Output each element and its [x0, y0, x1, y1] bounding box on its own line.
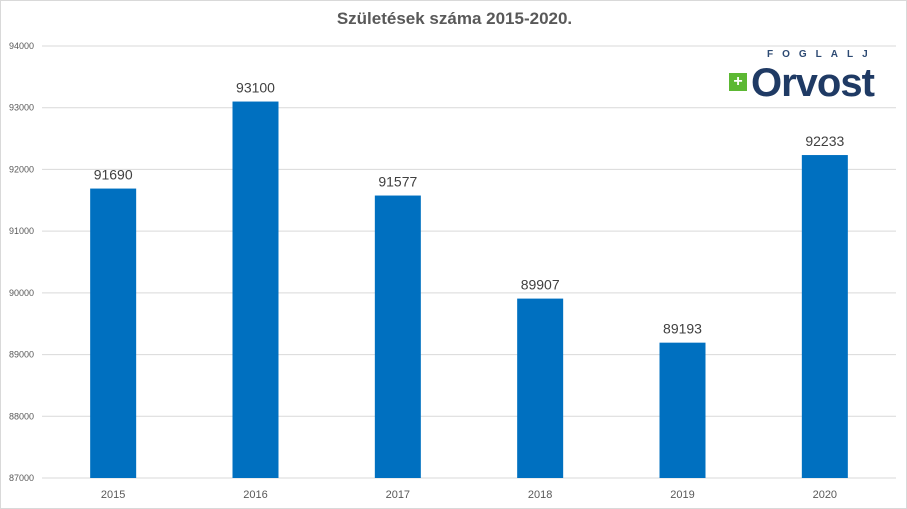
y-tick-label: 94000: [9, 41, 34, 51]
y-tick-label: 87000: [9, 473, 34, 483]
x-tick-label: 2020: [813, 489, 837, 501]
y-tick-label: 93000: [9, 103, 34, 113]
bar-2015: [90, 188, 137, 478]
data-label: 89907: [521, 277, 560, 293]
foglalj-orvost-logo: FOGLALJ Orvost +: [727, 49, 897, 107]
x-tick-label: 2017: [386, 489, 410, 501]
bar-2016: [232, 101, 279, 479]
y-tick-label: 92000: [9, 164, 34, 174]
y-tick-label: 89000: [9, 350, 34, 360]
data-label: 91577: [378, 174, 417, 190]
y-tick-label: 91000: [9, 226, 34, 236]
data-label: 91690: [94, 167, 133, 183]
bar-2018: [517, 298, 564, 478]
data-label: 89193: [663, 321, 702, 337]
bar-2019: [659, 342, 706, 478]
x-tick-label: 2019: [670, 489, 694, 501]
plus-icon: +: [729, 73, 747, 91]
data-label: 93100: [236, 80, 275, 96]
chart-title: Születések száma 2015-2020.: [336, 9, 573, 28]
y-tick-label: 90000: [9, 288, 34, 298]
bar-2020: [801, 155, 848, 479]
y-tick-label: 88000: [9, 411, 34, 421]
x-tick-label: 2018: [528, 489, 552, 501]
data-label: 92233: [805, 133, 844, 149]
x-tick-label: 2015: [101, 489, 125, 501]
x-tick-label: 2016: [243, 489, 267, 501]
bar-2017: [374, 195, 421, 479]
logo-text: Orvost: [751, 61, 875, 105]
logo-subtext: FOGLALJ: [767, 49, 877, 60]
